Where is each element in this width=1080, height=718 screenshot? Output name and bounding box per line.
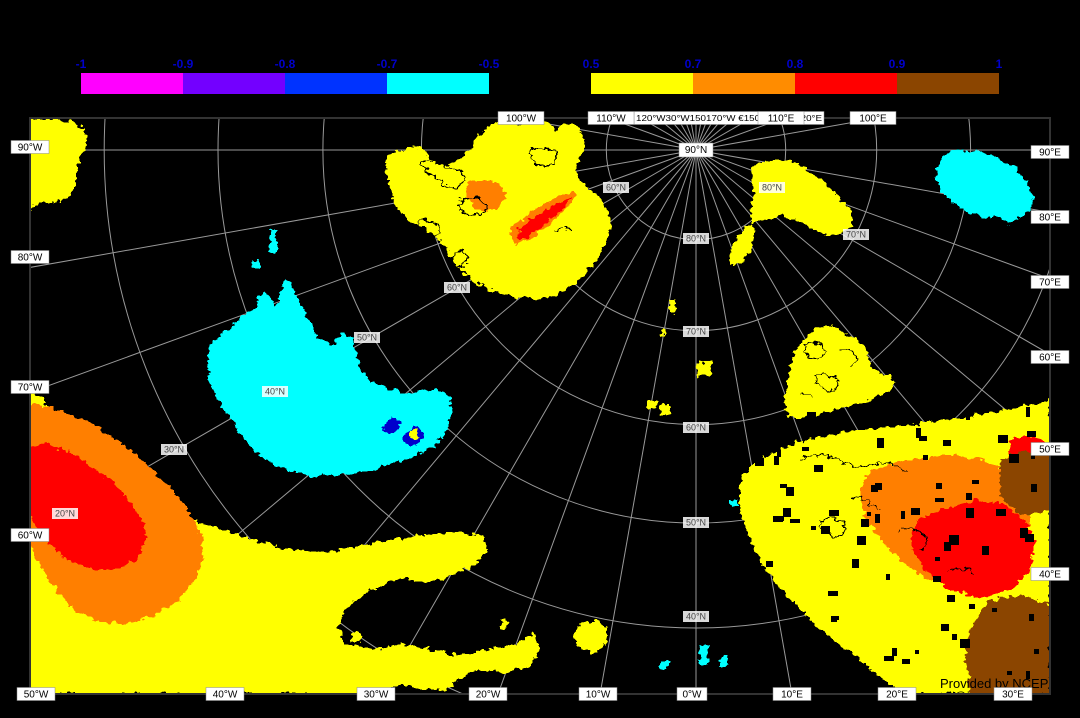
svg-text:20°E: 20°E bbox=[886, 690, 908, 701]
svg-text:30°W: 30°W bbox=[364, 690, 389, 701]
svg-text:50°W: 50°W bbox=[24, 690, 49, 701]
svg-text:60°N: 60°N bbox=[447, 283, 467, 293]
svg-text:1: 1 bbox=[996, 57, 1003, 71]
svg-text:-0.7: -0.7 bbox=[377, 57, 398, 71]
svg-text:70°W: 70°W bbox=[18, 383, 43, 394]
svg-text:0.7: 0.7 bbox=[685, 57, 702, 71]
svg-text:-0.9: -0.9 bbox=[173, 57, 194, 71]
svg-text:90°N: 90°N bbox=[685, 145, 707, 156]
svg-text:70°N: 70°N bbox=[686, 327, 706, 337]
svg-text:60°N: 60°N bbox=[606, 183, 626, 193]
svg-text:100°W: 100°W bbox=[506, 114, 537, 125]
svg-text:0.8: 0.8 bbox=[787, 57, 804, 71]
svg-text:0.5: 0.5 bbox=[583, 57, 600, 71]
svg-text:40°N: 40°N bbox=[265, 387, 285, 397]
svg-text:30°N: 30°N bbox=[164, 445, 184, 455]
svg-text:50°E: 50°E bbox=[1039, 445, 1061, 456]
svg-text:70°E: 70°E bbox=[1039, 278, 1061, 289]
svg-text:60°N: 60°N bbox=[686, 423, 706, 433]
svg-text:110°W: 110°W bbox=[596, 114, 626, 125]
svg-text:80°W: 80°W bbox=[18, 253, 43, 264]
svg-text:10°E: 10°E bbox=[781, 690, 803, 701]
svg-text:50°N: 50°N bbox=[686, 518, 706, 528]
svg-text:20°N: 20°N bbox=[55, 509, 75, 519]
svg-text:80°N: 80°N bbox=[686, 234, 706, 244]
svg-text:0.9: 0.9 bbox=[889, 57, 906, 71]
svg-text:80°E: 80°E bbox=[1039, 213, 1061, 224]
svg-text:80°N: 80°N bbox=[762, 183, 782, 193]
svg-text:100°E: 100°E bbox=[859, 114, 887, 125]
svg-text:40°E: 40°E bbox=[1039, 570, 1061, 581]
svg-text:50°N: 50°N bbox=[357, 333, 377, 343]
svg-text:110°E: 110°E bbox=[768, 114, 795, 125]
svg-text:70°N: 70°N bbox=[846, 230, 866, 240]
svg-text:-0.8: -0.8 bbox=[275, 57, 296, 71]
svg-text:-1: -1 bbox=[76, 57, 87, 71]
svg-text:10°W: 10°W bbox=[586, 690, 611, 701]
svg-text:40°W: 40°W bbox=[213, 690, 238, 701]
svg-text:-0.5: -0.5 bbox=[479, 57, 500, 71]
svg-text:90°W: 90°W bbox=[18, 143, 43, 154]
svg-text:60°W: 60°W bbox=[18, 531, 43, 542]
svg-text:20°W: 20°W bbox=[476, 690, 501, 701]
svg-text:30°E: 30°E bbox=[1002, 690, 1024, 701]
svg-text:0°W: 0°W bbox=[683, 690, 703, 701]
svg-text:40°N: 40°N bbox=[686, 612, 706, 622]
svg-text:90°E: 90°E bbox=[1039, 148, 1061, 159]
svg-text:60°E: 60°E bbox=[1039, 353, 1061, 364]
